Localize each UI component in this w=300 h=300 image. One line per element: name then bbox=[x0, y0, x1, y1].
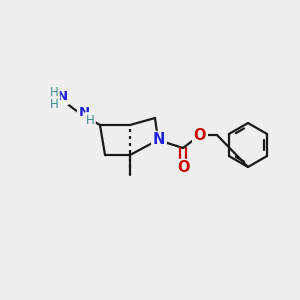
Text: N: N bbox=[56, 91, 68, 103]
Text: N: N bbox=[153, 133, 165, 148]
Text: H: H bbox=[50, 98, 58, 110]
Text: N: N bbox=[78, 106, 90, 119]
Text: O: O bbox=[177, 160, 189, 175]
Text: O: O bbox=[194, 128, 206, 142]
Text: H: H bbox=[50, 85, 58, 98]
Text: H: H bbox=[85, 113, 94, 127]
